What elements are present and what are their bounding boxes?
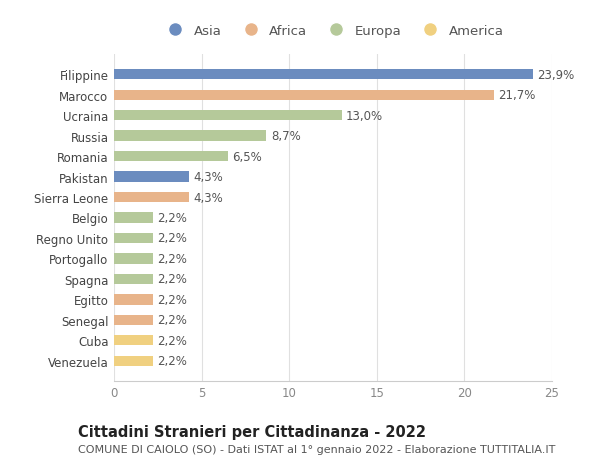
Text: 2,2%: 2,2% <box>157 354 187 368</box>
Text: 4,3%: 4,3% <box>194 171 223 184</box>
Text: 2,2%: 2,2% <box>157 273 187 286</box>
Text: Cittadini Stranieri per Cittadinanza - 2022: Cittadini Stranieri per Cittadinanza - 2… <box>78 425 426 440</box>
Bar <box>114 151 228 162</box>
Bar <box>114 233 152 244</box>
Bar <box>114 213 152 223</box>
Bar <box>114 315 152 325</box>
Bar <box>114 254 152 264</box>
Bar <box>114 131 266 141</box>
Bar <box>114 356 152 366</box>
Legend: Asia, Africa, Europa, America: Asia, Africa, Europa, America <box>157 19 509 43</box>
Text: 13,0%: 13,0% <box>346 109 383 123</box>
Bar <box>114 274 152 285</box>
Text: 2,2%: 2,2% <box>157 232 187 245</box>
Bar <box>114 172 190 182</box>
Bar <box>114 111 342 121</box>
Text: 8,7%: 8,7% <box>271 130 301 143</box>
Text: 2,2%: 2,2% <box>157 334 187 347</box>
Text: 2,2%: 2,2% <box>157 293 187 306</box>
Text: 2,2%: 2,2% <box>157 252 187 265</box>
Bar <box>114 70 533 80</box>
Text: 2,2%: 2,2% <box>157 313 187 327</box>
Bar <box>114 295 152 305</box>
Bar <box>114 90 494 101</box>
Text: 21,7%: 21,7% <box>499 89 536 102</box>
Bar <box>114 192 190 203</box>
Text: 4,3%: 4,3% <box>194 191 223 204</box>
Text: 23,9%: 23,9% <box>537 68 574 82</box>
Bar <box>114 336 152 346</box>
Text: 2,2%: 2,2% <box>157 212 187 224</box>
Text: 6,5%: 6,5% <box>232 150 262 163</box>
Text: COMUNE DI CAIOLO (SO) - Dati ISTAT al 1° gennaio 2022 - Elaborazione TUTTITALIA.: COMUNE DI CAIOLO (SO) - Dati ISTAT al 1°… <box>78 444 556 454</box>
